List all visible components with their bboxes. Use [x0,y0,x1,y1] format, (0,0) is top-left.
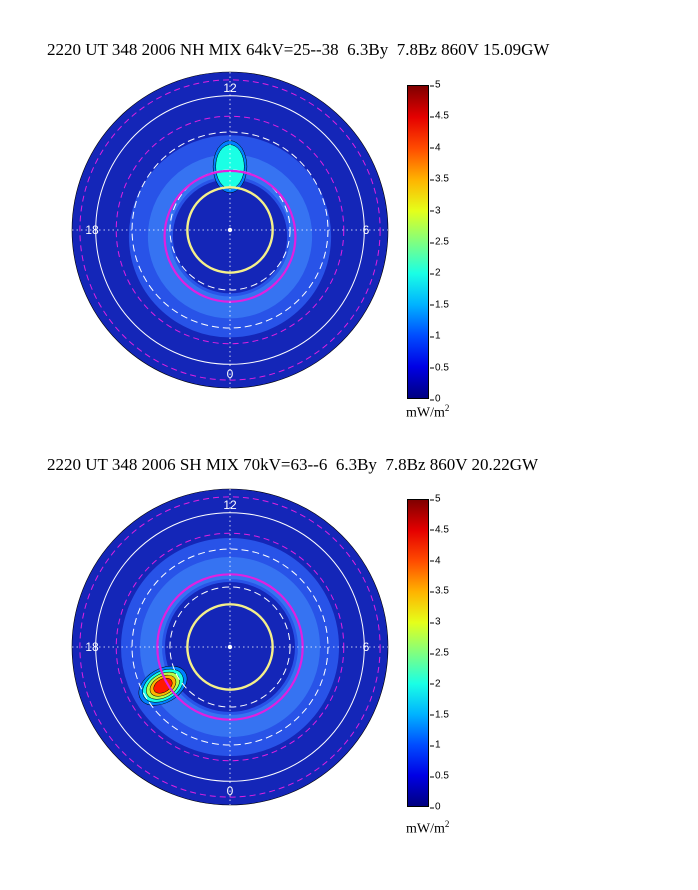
colorbar-tick-label: 4.5 [430,110,449,122]
pole-marker [227,644,233,650]
colorbar-tick-label: 5 [430,79,441,91]
grid-circle-magenta [115,532,345,762]
boundary-yellow [186,603,274,691]
grid-circle-magenta [79,79,381,381]
colorbar-tick-label: 4 [430,142,441,154]
colorbar-tick-label: 5 [430,493,441,505]
boundary-yellow [186,186,274,274]
colorbar-tick-label: 3 [430,205,441,217]
grid-circle-white [169,169,291,291]
pole-marker [227,227,233,233]
clock-label-18: 18 [85,223,99,237]
colorbar-units: mW/m2 [406,403,450,421]
polar-plot-group: 12 0 18 6 [71,488,389,806]
grid-circle-white [131,131,329,329]
aurora-ring-mid [140,557,320,737]
colorbar-tick-label: 3.5 [430,173,449,185]
colorbar-tick-label: 0 [430,393,441,405]
colorbar-tick-label: 2.5 [430,647,449,659]
colorbar-tick-label: 1.5 [430,709,449,721]
nh-panel: 2220 UT 348 2006 NH MIX 64kV=25--38 6.3B… [47,40,550,421]
colorbar-tick-label: 3.5 [430,585,449,597]
grid-circle-white [169,586,291,708]
colorbar-units: mW/m2 [406,819,450,837]
colorbar-tick-label: 0.5 [430,770,449,782]
colorbar-tick-label: 2 [430,678,441,690]
colorbar-tick-label: 3 [430,616,441,628]
chart-title: 2220 UT 348 2006 NH MIX 64kV=25--38 6.3B… [47,40,550,59]
clock-label-0: 0 [227,367,234,381]
colorbar [407,499,429,807]
clock-label-6: 6 [363,640,370,654]
polar-map: 12 0 18 6 [71,488,389,806]
colorbar-tick-label: 2.5 [430,236,449,248]
polar-plot-group: 12 0 18 6 [71,71,389,389]
colorbar-tick-label: 4.5 [430,524,449,536]
colorbar-tick-label: 1 [430,739,441,751]
sh-panel: 2220 UT 348 2006 SH MIX 70kV=63--6 6.3By… [0,445,698,890]
clock-label-6: 6 [363,223,370,237]
clock-label-12: 12 [223,498,237,512]
aurora-oval [121,538,339,756]
clock-label-0: 0 [227,784,234,798]
chart-title: 2220 UT 348 2006 SH MIX 70kV=63--6 6.3By… [47,455,539,474]
clock-label-12: 12 [223,81,237,95]
colorbar-tick-label: 1.5 [430,299,449,311]
grid-circle-magenta [79,496,381,798]
polar-map: 12 0 18 6 [71,71,389,389]
grid-circle-white [131,548,329,746]
colorbar-tick-label: 4 [430,555,441,567]
colorbar-tick-label: 1 [430,330,441,342]
colorbar-ticks: 0 0.5 1 1.5 2 2.5 3 3.5 4 4.5 5 [429,80,469,405]
clock-label-18: 18 [85,640,99,654]
colorbar-tick-label: 0 [430,801,441,813]
colorbar-tick-label: 0.5 [430,362,449,374]
grid-circle-magenta [115,115,345,345]
colorbar [407,85,429,399]
colorbar-tick-label: 2 [430,267,441,279]
colorbar-ticks: 0 0.5 1 1.5 2 2.5 3 3.5 4 4.5 5 [429,494,469,813]
aurora-contour [153,677,173,694]
